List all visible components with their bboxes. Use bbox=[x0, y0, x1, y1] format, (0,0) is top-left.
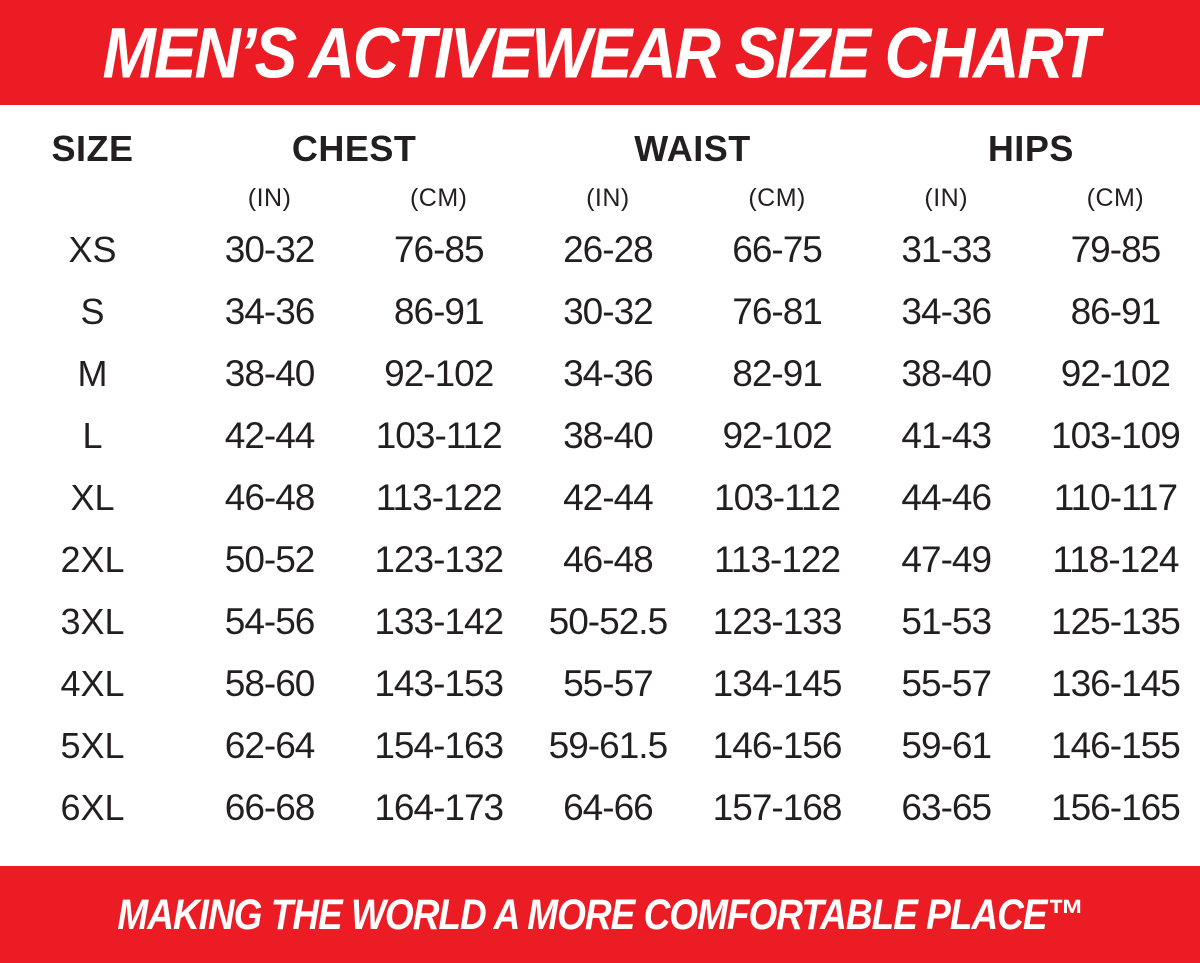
table-row: M 38-40 92-102 34-36 82-91 38-40 92-102 bbox=[0, 343, 1200, 405]
table-group-header-row: SIZE CHEST WAIST HIPS bbox=[0, 121, 1200, 177]
cell-chest-cm: 143-153 bbox=[374, 663, 504, 704]
cell-waist-cm: 157-168 bbox=[712, 787, 843, 828]
unit-header-chest-in: (IN) bbox=[247, 183, 292, 212]
cell-size: 4XL bbox=[60, 663, 125, 704]
cell-chest-in: 38-40 bbox=[224, 353, 316, 394]
cell-hips-cm: 103-109 bbox=[1051, 415, 1181, 456]
cell-hips-cm: 118-124 bbox=[1052, 539, 1179, 580]
table-units-row: (IN) (CM) (IN) (CM) (IN) (CM) bbox=[0, 177, 1200, 219]
cell-waist-in: 55-57 bbox=[563, 663, 654, 704]
table-row: XL 46-48 113-122 42-44 103-112 44-46 110-117 bbox=[0, 467, 1200, 529]
cell-hips-in: 59-61 bbox=[901, 725, 992, 766]
cell-chest-in: 58-60 bbox=[224, 663, 316, 704]
page-title: MEN’S ACTIVEWEAR SIZE CHART bbox=[102, 12, 1100, 93]
cell-hips-cm: 136-145 bbox=[1051, 663, 1181, 704]
cell-hips-in: 44-46 bbox=[901, 477, 992, 518]
cell-size: 5XL bbox=[60, 725, 125, 766]
cell-chest-in: 42-44 bbox=[224, 415, 316, 456]
cell-hips-in: 63-65 bbox=[901, 787, 992, 828]
cell-size: 2XL bbox=[60, 539, 125, 580]
size-table-body: XS 30-32 76-85 26-28 66-75 31-33 79-85 S 34-36 86… bbox=[0, 219, 1200, 839]
cell-chest-in: 66-68 bbox=[224, 787, 316, 828]
cell-chest-cm: 123-132 bbox=[374, 539, 504, 580]
cell-chest-cm: 154-163 bbox=[374, 725, 504, 766]
header-banner: MEN’S ACTIVEWEAR SIZE CHART bbox=[0, 0, 1200, 105]
table-row: S 34-36 86-91 30-32 76-81 34-36 86-91 bbox=[0, 281, 1200, 343]
cell-hips-in: 34-36 bbox=[901, 291, 992, 332]
cell-chest-in: 30-32 bbox=[224, 229, 316, 270]
cell-waist-cm: 82-91 bbox=[732, 353, 823, 394]
table-row: 2XL 50-52 123-132 46-48 113-122 47-49 118-124 bbox=[0, 529, 1200, 591]
unit-header-chest-cm: (CM) bbox=[409, 183, 468, 212]
cell-chest-in: 46-48 bbox=[224, 477, 316, 518]
cell-waist-cm: 146-156 bbox=[712, 725, 843, 766]
cell-chest-cm: 92-102 bbox=[384, 353, 494, 394]
column-header-waist: WAIST bbox=[634, 128, 751, 169]
column-header-chest: CHEST bbox=[291, 128, 417, 169]
cell-waist-cm: 134-145 bbox=[712, 663, 843, 704]
cell-chest-in: 54-56 bbox=[224, 601, 316, 642]
unit-header-hips-cm: (CM) bbox=[1086, 183, 1145, 212]
cell-size: M bbox=[77, 353, 108, 394]
table-row: 4XL 58-60 143-153 55-57 134-145 55-57 136-145 bbox=[0, 653, 1200, 715]
cell-chest-cm: 103-112 bbox=[375, 415, 503, 456]
size-chart-table: SIZE CHEST WAIST HIPS (IN) (CM) (IN) (CM… bbox=[0, 105, 1200, 839]
unit-header-waist-cm: (CM) bbox=[748, 183, 806, 212]
cell-chest-in: 62-64 bbox=[224, 725, 316, 766]
cell-waist-in: 38-40 bbox=[563, 415, 654, 456]
table-row: L 42-44 103-112 38-40 92-102 41-43 103-109 bbox=[0, 405, 1200, 467]
cell-chest-cm: 133-142 bbox=[374, 601, 504, 642]
cell-hips-in: 55-57 bbox=[901, 663, 992, 704]
cell-waist-cm: 76-81 bbox=[732, 291, 823, 332]
cell-hips-cm: 156-165 bbox=[1051, 787, 1181, 828]
cell-hips-cm: 146-155 bbox=[1051, 725, 1181, 766]
unit-header-hips-in: (IN) bbox=[924, 183, 969, 212]
cell-hips-cm: 125-135 bbox=[1051, 601, 1181, 642]
cell-waist-cm: 103-112 bbox=[714, 477, 841, 518]
cell-chest-cm: 164-173 bbox=[374, 787, 504, 828]
cell-waist-in: 26-28 bbox=[563, 229, 654, 270]
cell-waist-in: 42-44 bbox=[563, 477, 654, 518]
cell-waist-cm: 123-133 bbox=[712, 601, 843, 642]
table-row: XS 30-32 76-85 26-28 66-75 31-33 79-85 bbox=[0, 219, 1200, 281]
cell-waist-in: 46-48 bbox=[563, 539, 654, 580]
cell-size: 6XL bbox=[60, 787, 125, 828]
table-row: 5XL 62-64 154-163 59-61.5 146-156 59-61 146-15… bbox=[0, 715, 1200, 777]
footer-banner: MAKING THE WORLD A MORE COMFORTABLE PLAC… bbox=[0, 866, 1200, 963]
cell-size: L bbox=[82, 415, 103, 456]
cell-waist-cm: 113-122 bbox=[714, 539, 841, 580]
cell-chest-cm: 86-91 bbox=[393, 291, 485, 332]
cell-hips-cm: 110-117 bbox=[1053, 477, 1178, 518]
cell-hips-in: 41-43 bbox=[901, 415, 992, 456]
table-row: 6XL 66-68 164-173 64-66 157-168 63-65 156-165 bbox=[0, 777, 1200, 839]
cell-hips-cm: 86-91 bbox=[1070, 291, 1162, 332]
cell-size: XL bbox=[70, 477, 115, 518]
cell-hips-in: 38-40 bbox=[901, 353, 992, 394]
cell-chest-cm: 76-85 bbox=[393, 229, 485, 270]
cell-size: S bbox=[80, 291, 105, 332]
table-row: 3XL 54-56 133-142 50-52.5 123-133 51-53 125-13… bbox=[0, 591, 1200, 653]
cell-waist-cm: 66-75 bbox=[732, 229, 823, 270]
cell-size: 3XL bbox=[60, 601, 125, 642]
cell-hips-cm: 92-102 bbox=[1060, 353, 1171, 394]
cell-hips-in: 51-53 bbox=[901, 601, 992, 642]
cell-chest-in: 50-52 bbox=[224, 539, 316, 580]
column-header-size: SIZE bbox=[51, 128, 134, 169]
footer-tagline: MAKING THE WORLD A MORE COMFORTABLE PLAC… bbox=[117, 890, 1083, 938]
cell-waist-in: 59-61.5 bbox=[548, 725, 669, 766]
cell-hips-in: 47-49 bbox=[901, 539, 992, 580]
cell-chest-cm: 113-122 bbox=[375, 477, 503, 518]
cell-waist-cm: 92-102 bbox=[722, 415, 832, 456]
cell-waist-in: 34-36 bbox=[563, 353, 654, 394]
cell-waist-in: 64-66 bbox=[563, 787, 654, 828]
cell-waist-in: 30-32 bbox=[563, 291, 654, 332]
column-header-hips: HIPS bbox=[987, 128, 1074, 169]
cell-hips-in: 31-33 bbox=[901, 229, 992, 270]
cell-size: XS bbox=[68, 229, 117, 270]
cell-chest-in: 34-36 bbox=[224, 291, 316, 332]
unit-header-waist-in: (IN) bbox=[586, 183, 630, 212]
cell-hips-cm: 79-85 bbox=[1070, 229, 1162, 270]
cell-waist-in: 50-52.5 bbox=[548, 601, 669, 642]
